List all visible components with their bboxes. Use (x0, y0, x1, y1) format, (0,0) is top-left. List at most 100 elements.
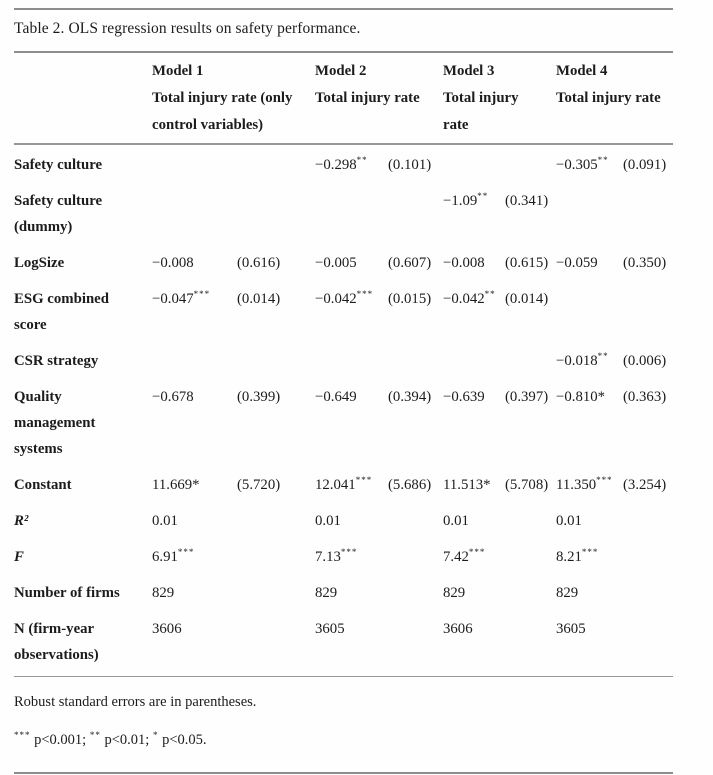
significance-stars: * (152, 730, 159, 741)
se-cell (623, 183, 673, 245)
dependent-variable-line: Total injury rate (only (152, 90, 293, 106)
se-cell (623, 503, 673, 539)
se-cell (388, 183, 443, 245)
dependent-variable-line: Total injury rate (556, 90, 661, 106)
table-caption: Table 2. OLS regression results on safet… (14, 20, 361, 37)
coefficient-cell: 3605 (315, 620, 345, 637)
row-label-line: Quality (14, 388, 62, 405)
significance-stars: ** (597, 154, 609, 165)
coefficient-cell: 829 (443, 584, 466, 601)
row-label-line: CSR strategy (14, 352, 99, 369)
coefficient-cell: 11.350*** (556, 474, 613, 493)
coefficient-cell: −0.042** (443, 288, 496, 307)
row-label-line: systems (14, 440, 63, 457)
column-header-model-2: Model 2 Total injury rate (315, 58, 443, 139)
coefficient-cell: 0.01 (315, 512, 341, 529)
se-cell (623, 575, 673, 611)
significance-stars: *** (177, 546, 195, 557)
dependent-variable: Total injury rate (556, 85, 673, 112)
coefficient-cell: 11.513* (443, 476, 491, 493)
coefficient-cell (152, 343, 237, 379)
dependent-variable: Total injury rate (443, 85, 556, 139)
coefficient-cell: 0.01 (556, 512, 582, 529)
coefficient-cell: 829 (315, 584, 338, 601)
row-label: ESG combined score (14, 281, 152, 343)
coefficient-cell (443, 343, 505, 379)
se-cell (388, 611, 443, 673)
row-label: Quality management systems (14, 379, 152, 467)
se-cell: (0.101) (388, 156, 432, 173)
se-cell: (0.615) (505, 254, 549, 271)
significance-stars: ** (597, 350, 609, 361)
coefficient-cell: −0.008 (443, 254, 485, 271)
se-cell (237, 611, 315, 673)
coefficient-cell: −0.678 (152, 388, 194, 405)
dependent-variable-line: Total injury rate (315, 90, 420, 106)
row-label-line: Safety culture (14, 192, 103, 209)
se-cell: (0.350) (623, 254, 667, 271)
dependent-variable: Total injury rate (only control variables… (152, 85, 315, 139)
coefficient-cell: −0.042*** (315, 288, 374, 307)
se-cell (505, 147, 556, 183)
row-label-line: management (14, 414, 96, 431)
coefficient-cell: 11.669* (152, 476, 200, 493)
se-cell: (0.341) (505, 192, 549, 209)
se-cell (237, 183, 315, 245)
coefficient-cell: −0.639 (443, 388, 485, 405)
top-rule (14, 8, 673, 10)
column-header-model-3: Model 3 Total injury rate (443, 58, 556, 139)
significance-stars: ** (356, 154, 368, 165)
se-cell: (0.363) (623, 388, 667, 405)
significance-stars: *** (596, 474, 613, 485)
coefficient-cell: 3605 (556, 620, 586, 637)
coefficient-cell: −0.298** (315, 154, 368, 173)
footer-rule (14, 675, 673, 678)
table-block: Table 2. OLS regression results on safet… (14, 8, 673, 775)
dependent-variable-line: Total injury (443, 90, 519, 106)
se-cell: (0.616) (237, 254, 281, 271)
row-label-line: LogSize (14, 254, 65, 271)
coefficient-cell: 8.21*** (556, 546, 599, 565)
coefficient-cell: 7.42*** (443, 546, 486, 565)
row-label: Safety culture (dummy) (14, 183, 152, 245)
row-label-line: F (14, 548, 24, 565)
coefficient-cell (152, 147, 237, 183)
dependent-variable-line: rate (443, 117, 469, 133)
row-label: Number of firms (14, 575, 152, 611)
se-cell (505, 575, 556, 611)
coefficient-cell: −1.09** (443, 190, 489, 209)
row-label-line: R² (14, 512, 29, 529)
coefficient-cell: 6.91*** (152, 546, 195, 565)
se-cell (623, 281, 673, 343)
coefficient-cell: 0.01 (152, 512, 178, 529)
row-label-line: (dummy) (14, 218, 73, 235)
row-label: LogSize (14, 245, 152, 281)
column-header-model-4: Model 4 Total injury rate (556, 58, 673, 139)
row-label-line: score (14, 316, 47, 333)
se-cell (388, 539, 443, 575)
header-spacer (14, 58, 152, 139)
coefficient-cell (443, 147, 505, 183)
row-label: Safety culture (14, 147, 152, 183)
se-cell: (0.006) (623, 352, 667, 369)
se-cell (388, 343, 443, 379)
se-cell (505, 503, 556, 539)
coefficient-cell: −0.059 (556, 254, 598, 271)
se-cell: (0.014) (237, 290, 281, 307)
coefficient-cell: −0.005 (315, 254, 357, 271)
significance-stars: *** (468, 546, 486, 557)
se-cell (505, 611, 556, 673)
significance-stars: *** (193, 288, 211, 299)
dependent-variable: Total injury rate (315, 85, 443, 112)
caption-rule (14, 51, 673, 53)
coefficient-cell: −0.810* (556, 388, 606, 405)
dependent-variable-line: control variables) (152, 117, 264, 133)
row-label-line: ESG combined (14, 290, 109, 307)
significance-stars: *** (581, 546, 599, 557)
coefficient-cell (152, 183, 237, 245)
se-cell: (5.708) (505, 476, 549, 493)
row-label-line: Constant (14, 476, 72, 493)
standard-errors-note: Robust standard errors are in parenthese… (14, 694, 257, 711)
row-label: CSR strategy (14, 343, 152, 379)
coefficient-cell: −0.047*** (152, 288, 211, 307)
